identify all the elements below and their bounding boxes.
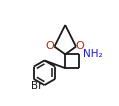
Text: Br: Br: [31, 81, 43, 91]
Text: NH₂: NH₂: [83, 49, 103, 59]
Text: O: O: [46, 41, 55, 51]
Text: O: O: [76, 41, 85, 51]
